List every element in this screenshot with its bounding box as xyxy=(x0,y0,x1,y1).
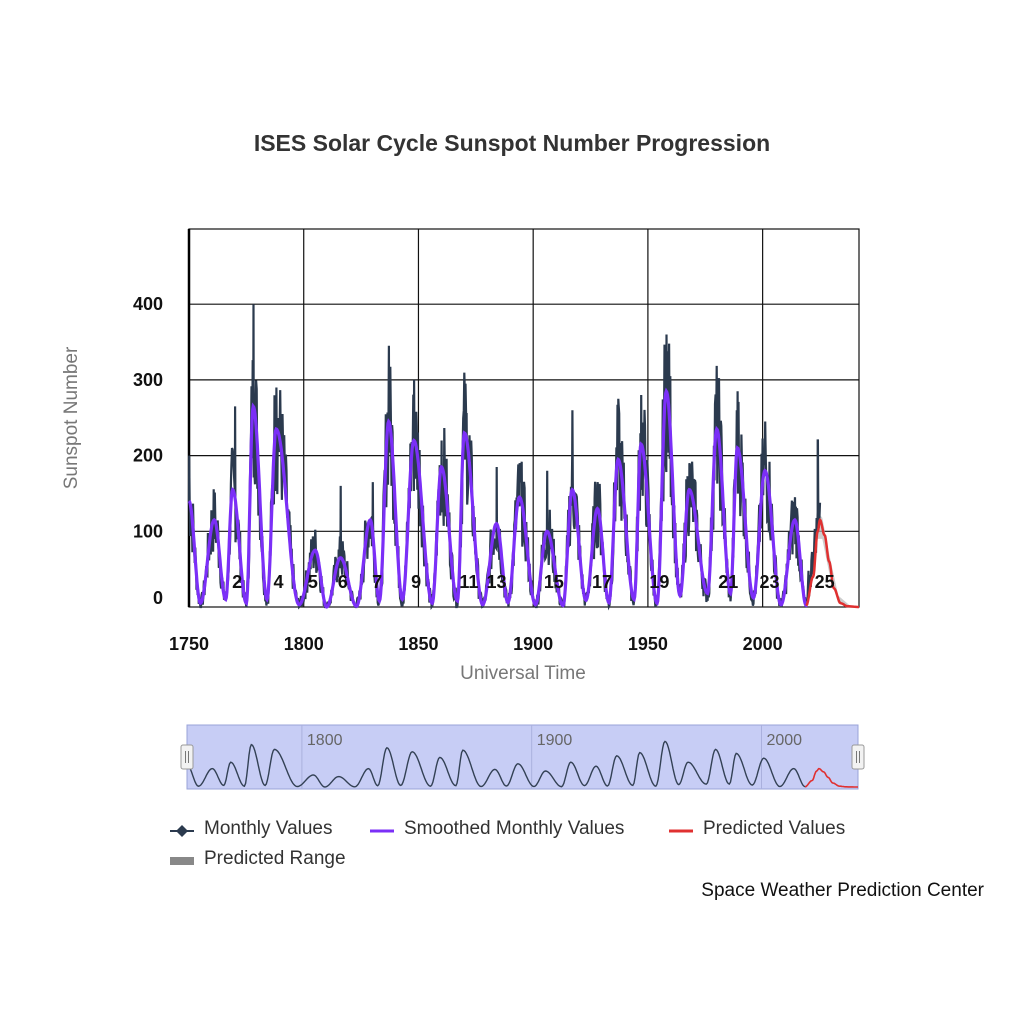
y-tick-label: 100 xyxy=(133,521,163,541)
cycle-label: 19 xyxy=(649,572,669,592)
cycle-label: 21 xyxy=(718,572,738,592)
navigator-tick-label: 1900 xyxy=(537,732,573,749)
cycle-label: 2 xyxy=(232,572,242,592)
predicted-range-area xyxy=(810,512,850,607)
predicted-values-line xyxy=(805,517,859,609)
x-tick-label: 1800 xyxy=(284,634,324,654)
x-tick-label: 1750 xyxy=(169,634,209,654)
legend-item-monthly[interactable]: Monthly Values xyxy=(170,818,333,840)
cycle-label: 4 xyxy=(273,572,283,592)
navigator-tick-label: 1800 xyxy=(307,732,343,749)
cycle-label: 6 xyxy=(338,572,348,592)
x-axis-ticks: 1750 1800 1850 1900 1950 2000 xyxy=(169,634,783,654)
y-tick-label: 300 xyxy=(133,370,163,390)
y-tick-label: 0 xyxy=(153,588,163,608)
diamond-line-icon xyxy=(170,822,194,837)
y-axis-ticks: 0 100 200 300 400 xyxy=(133,294,163,608)
y-tick-label: 400 xyxy=(133,294,163,314)
line-icon xyxy=(669,822,693,836)
x-tick-label: 1850 xyxy=(398,634,438,654)
cycle-label: 13 xyxy=(486,572,506,592)
navigator-predicted-line xyxy=(804,767,858,788)
x-tick-label: 1950 xyxy=(628,634,668,654)
navigator-tick-label: 2000 xyxy=(766,732,802,749)
legend-label-monthly: Monthly Values xyxy=(204,818,333,839)
navigator-right-handle[interactable] xyxy=(851,744,865,770)
chart-title: ISES Solar Cycle Sunspot Number Progress… xyxy=(253,130,771,156)
cycle-label: 5 xyxy=(308,572,318,592)
legend-label-smoothed: Smoothed Monthly Values xyxy=(404,818,625,839)
navigator-series-line xyxy=(186,740,807,788)
navigator-selection xyxy=(186,724,859,790)
cycle-label: 25 xyxy=(815,572,835,592)
legend-item-range[interactable]: Predicted Range xyxy=(170,848,346,870)
credit-text: Space Weather Prediction Center xyxy=(701,880,984,901)
legend-item-smoothed[interactable]: Smoothed Monthly Values xyxy=(370,818,624,840)
y-axis-title: Sunspot Number xyxy=(61,346,82,489)
smoothed-values-line xyxy=(187,387,808,609)
main-plot-series xyxy=(187,304,859,611)
cycle-label: 15 xyxy=(544,572,564,592)
legend-label-predicted: Predicted Values xyxy=(703,818,846,839)
cycle-label: 11 xyxy=(459,572,478,592)
x-axis-title: Universal Time xyxy=(460,663,586,684)
x-tick-label: 1900 xyxy=(513,634,553,654)
cycle-label: 23 xyxy=(759,572,779,592)
y-tick-label: 200 xyxy=(133,446,163,466)
area-icon xyxy=(170,852,194,866)
range-navigator[interactable]: 1800 1900 2000 xyxy=(180,724,865,790)
cycle-label: 17 xyxy=(592,572,612,592)
line-icon xyxy=(370,822,394,836)
legend-label-range: Predicted Range xyxy=(204,848,346,869)
navigator-left-handle[interactable] xyxy=(180,744,194,770)
cycle-labels: 2 4 5 6 7 9 11 13 15 17 19 21 23 25 xyxy=(232,572,834,592)
cycle-label: 7 xyxy=(372,572,382,592)
x-tick-label: 2000 xyxy=(743,634,783,654)
legend-item-predicted[interactable]: Predicted Values xyxy=(669,818,845,840)
cycle-label: 9 xyxy=(411,572,421,592)
